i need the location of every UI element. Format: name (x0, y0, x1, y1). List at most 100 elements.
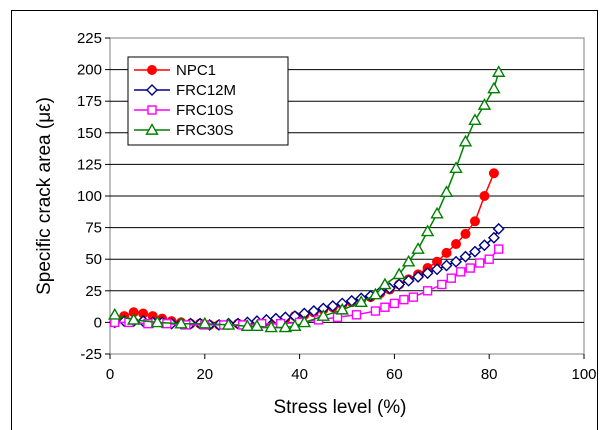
data-point-frc30s (468, 113, 482, 125)
data-point-frc30s (430, 206, 444, 219)
data-point-frc10s (465, 263, 475, 273)
data-point-frc10s (475, 258, 485, 268)
legend-item-frc12m: FRC12M (134, 82, 236, 99)
data-point-frc12m (326, 299, 339, 312)
data-point-frc10s (437, 279, 447, 290)
data-point-frc12m (492, 222, 505, 235)
data-point-frc30s (458, 134, 473, 147)
y-tick-label: 50 (85, 251, 102, 268)
legend-marker-frc30s (145, 123, 159, 135)
data-point-npc1 (441, 247, 452, 258)
series-frc30s (108, 65, 506, 333)
data-point-frc30s (174, 316, 188, 329)
data-point-frc30s (368, 287, 383, 300)
data-point-npc1 (469, 216, 480, 227)
data-point-frc12m (468, 245, 481, 258)
data-point-frc10s (408, 292, 419, 302)
legend: NPC1 FRC12M FRC10S FRC30S (127, 56, 289, 146)
data-point-npc1 (488, 168, 499, 179)
data-point-frc30s (392, 267, 406, 280)
data-point-frc30s (264, 320, 278, 333)
y-tick-label: 175 (77, 93, 102, 110)
data-point-frc30s (126, 312, 141, 325)
data-point-frc10s (389, 298, 400, 309)
data-point-npc1 (451, 239, 462, 250)
data-point-frc30s (335, 302, 349, 315)
legend-marker-frc12m (146, 84, 158, 96)
data-point-frc30s (316, 309, 331, 321)
data-point-frc30s (150, 315, 165, 328)
data-point-frc30s (411, 242, 425, 254)
data-point-frc30s (354, 295, 368, 308)
legend-marker-frc10s (147, 105, 157, 115)
data-point-frc10s (143, 318, 153, 329)
data-point-frc12m (440, 259, 453, 272)
legend-item-frc10s: FRC10S (134, 102, 234, 119)
data-point-frc12m (487, 231, 500, 244)
data-point-frc10s (351, 310, 362, 320)
x-tick-label: 60 (386, 366, 403, 383)
data-point-frc30s (288, 319, 302, 332)
data-point-frc12m (393, 278, 406, 291)
legend-label-frc10s: FRC10S (176, 102, 234, 119)
data-point-frc30s (487, 81, 501, 94)
legend-label-frc30s: FRC30S (176, 122, 234, 139)
data-point-frc30s (449, 161, 463, 174)
data-point-frc30s (198, 316, 212, 329)
legend-items: NPC1 FRC12M FRC10S FRC30S (134, 62, 236, 139)
data-point-frc30s (278, 320, 293, 333)
x-tick-label: 80 (481, 366, 498, 383)
data-point-frc12m (459, 250, 472, 263)
series-layer (108, 65, 506, 333)
legend-label-npc1: NPC1 (176, 62, 216, 79)
data-point-frc12m (307, 305, 320, 318)
legend-item-npc1: NPC1 (134, 62, 216, 79)
y-tick-label: 25 (85, 283, 102, 300)
y-tick-label: 0 (94, 314, 102, 331)
y-tick-label: 200 (77, 62, 102, 79)
data-point-frc12m (431, 263, 444, 276)
y-tick-label: 150 (77, 125, 102, 142)
data-point-frc30s (491, 65, 506, 77)
x-tick-label: 20 (196, 366, 213, 383)
data-point-frc10s (399, 294, 409, 305)
data-point-frc30s (378, 277, 392, 290)
y-axis-title: Specific crack area (με) (34, 97, 55, 295)
data-point-frc12m (450, 255, 463, 268)
data-point-frc10s (370, 306, 381, 316)
data-point-frc30s (297, 315, 312, 328)
y-tick-label: 225 (77, 30, 102, 47)
data-point-frc10s (484, 254, 494, 264)
data-point-frc10s (422, 286, 433, 296)
data-point-npc1 (460, 228, 471, 239)
data-point-frc10s (380, 302, 390, 312)
y-tick-label: 75 (85, 220, 102, 237)
data-point-frc10s (456, 267, 466, 277)
y-tick-label: -25 (80, 346, 102, 363)
data-point-frc10s (493, 244, 504, 254)
data-point-frc30s (439, 185, 454, 198)
data-point-frc30s (420, 224, 435, 237)
data-point-frc12m (421, 267, 434, 280)
y-axis-ticks: -25 0 25 50 75 100 125 150 175 200 225 (77, 30, 110, 363)
data-point-frc12m (412, 270, 425, 283)
data-point-frc10s (446, 273, 456, 283)
data-point-frc30s (401, 254, 416, 267)
data-point-frc30s (250, 319, 264, 332)
data-point-frc30s (477, 98, 492, 110)
data-point-frc12m (478, 239, 491, 252)
data-point-npc1 (479, 191, 490, 201)
data-point-frc30s (240, 319, 255, 332)
data-point-frc30s (108, 307, 122, 320)
x-tick-label: 100 (571, 366, 596, 383)
y-tick-label: 125 (77, 156, 102, 173)
x-axis-ticks: 0 20 40 60 80 100 (106, 354, 597, 383)
legend-item-frc30s: FRC30S (134, 122, 234, 139)
x-tick-label: 0 (106, 366, 114, 383)
y-tick-label: 100 (77, 188, 102, 205)
data-point-frc30s (221, 318, 236, 330)
x-tick-label: 40 (291, 366, 308, 383)
x-axis-title: Stress level (%) (273, 397, 406, 418)
legend-label-frc12m: FRC12M (176, 82, 236, 99)
